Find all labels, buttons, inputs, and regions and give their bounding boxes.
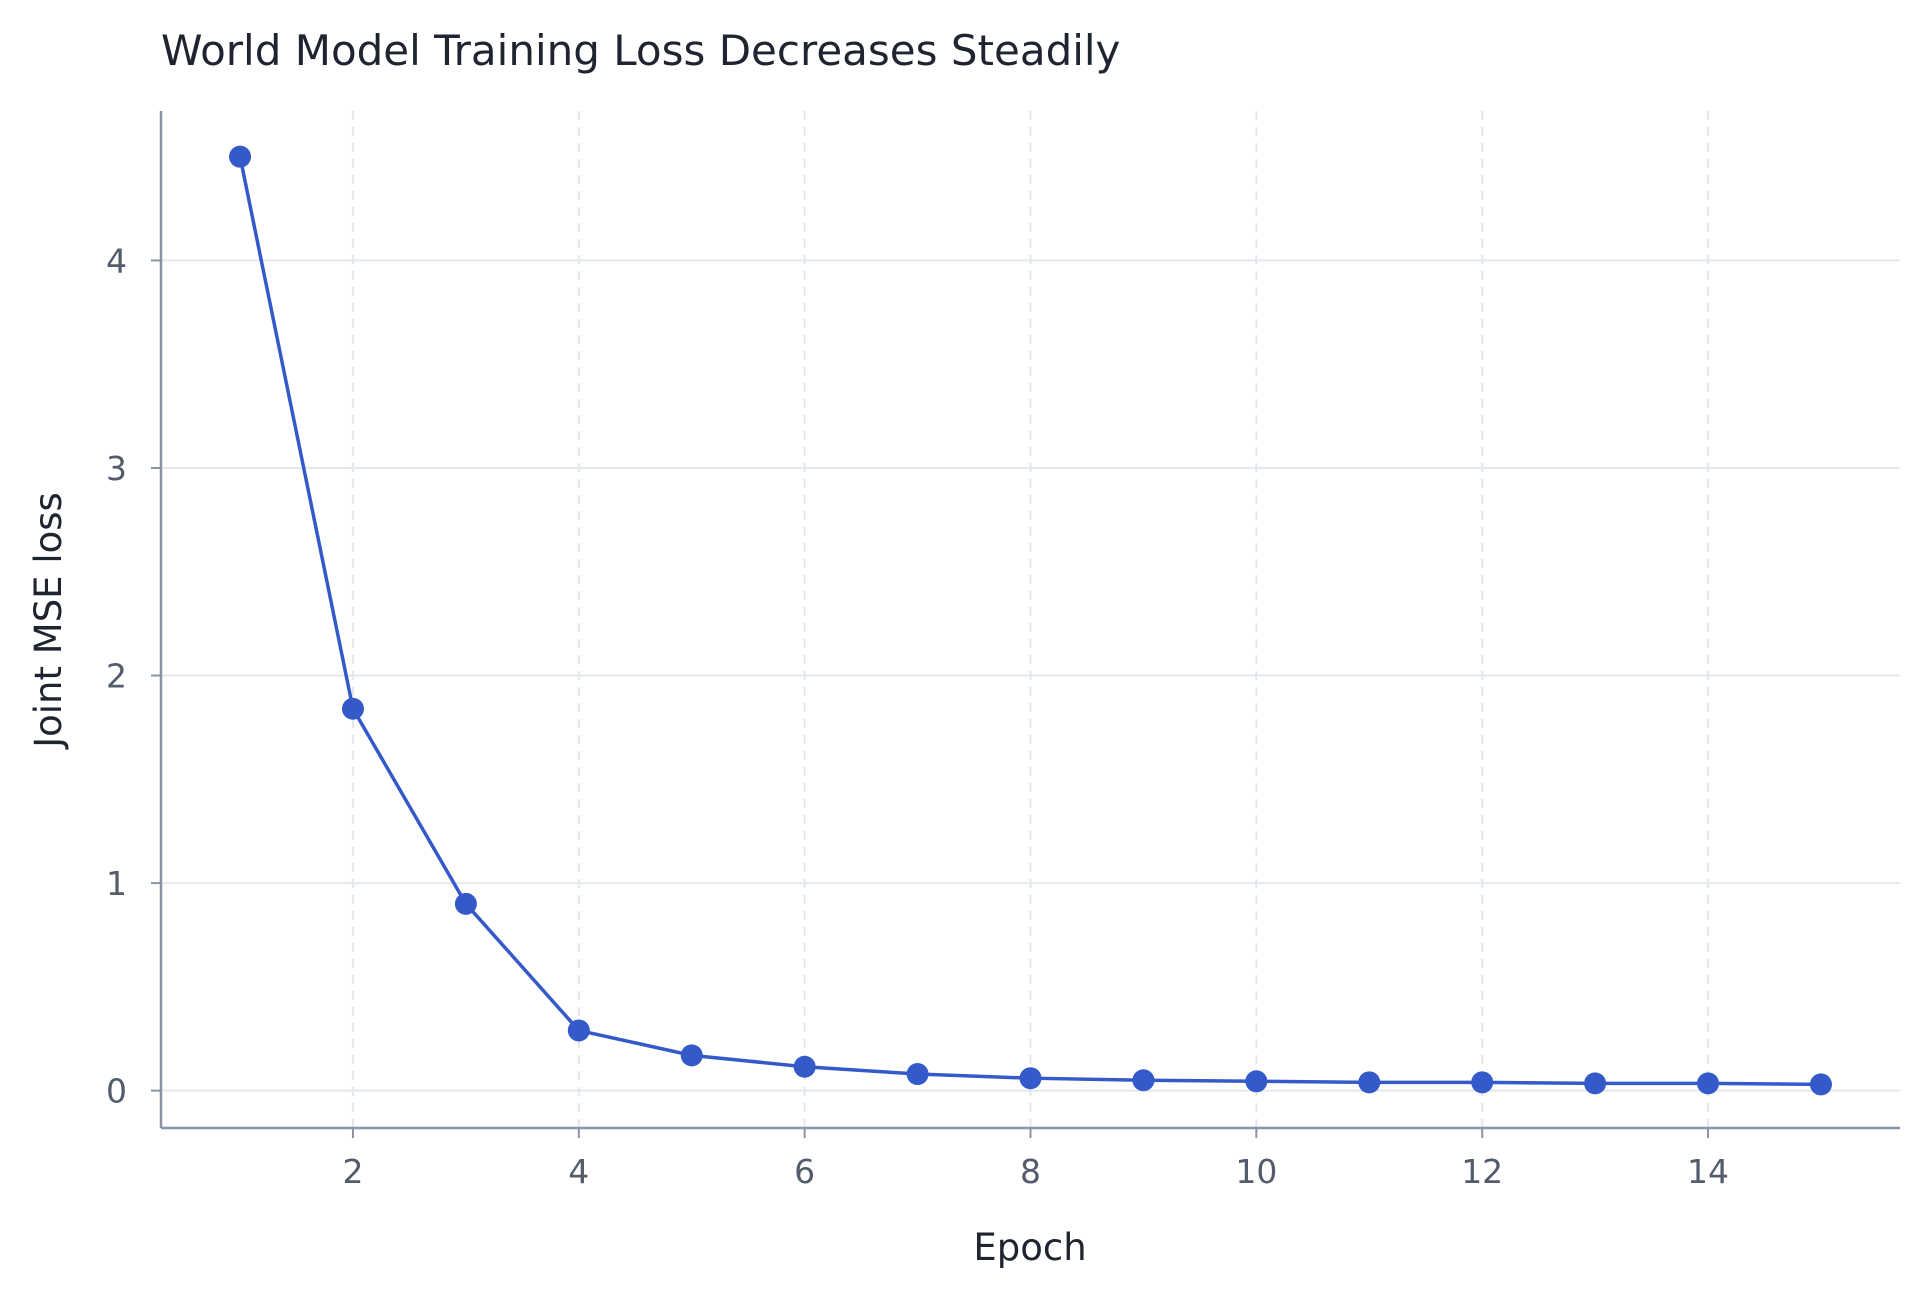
x-tick-label-2: 6 [794, 1152, 815, 1191]
x-axis-label: Epoch [973, 1226, 1086, 1269]
y-axis-label: Joint MSE loss [27, 492, 70, 750]
x-tick-label-1: 4 [568, 1152, 589, 1191]
grid [161, 111, 1900, 1128]
data-point-9 [1132, 1069, 1155, 1092]
data-point-15 [1809, 1073, 1832, 1096]
data-point-10 [1245, 1070, 1268, 1093]
data-point-5 [680, 1044, 703, 1067]
data-point-4 [567, 1019, 590, 1042]
series [229, 145, 1832, 1096]
data-point-13 [1584, 1072, 1607, 1095]
data-point-14 [1697, 1072, 1720, 1095]
data-point-8 [1019, 1067, 1042, 1090]
data-point-3 [454, 892, 477, 915]
y-tick-label-0: 0 [106, 1072, 127, 1111]
y-tick-label-1: 1 [106, 864, 127, 903]
y-tick-label-2: 2 [106, 657, 127, 696]
x-tick-label-4: 10 [1235, 1152, 1277, 1191]
x-tick-label-6: 14 [1687, 1152, 1729, 1191]
y-tick-label-4: 4 [106, 241, 127, 280]
data-point-2 [341, 697, 364, 720]
x-tick-label-5: 12 [1461, 1152, 1503, 1191]
x-tick-label-3: 8 [1020, 1152, 1041, 1191]
y-tick-label-3: 3 [106, 449, 127, 488]
data-point-6 [793, 1055, 816, 1078]
data-point-11 [1358, 1071, 1381, 1094]
x-tick-label-0: 2 [342, 1152, 363, 1191]
chart-title: World Model Training Loss Decreases Stea… [161, 26, 1120, 75]
data-point-12 [1471, 1071, 1494, 1094]
data-point-1 [229, 145, 252, 168]
data-point-7 [906, 1063, 929, 1086]
